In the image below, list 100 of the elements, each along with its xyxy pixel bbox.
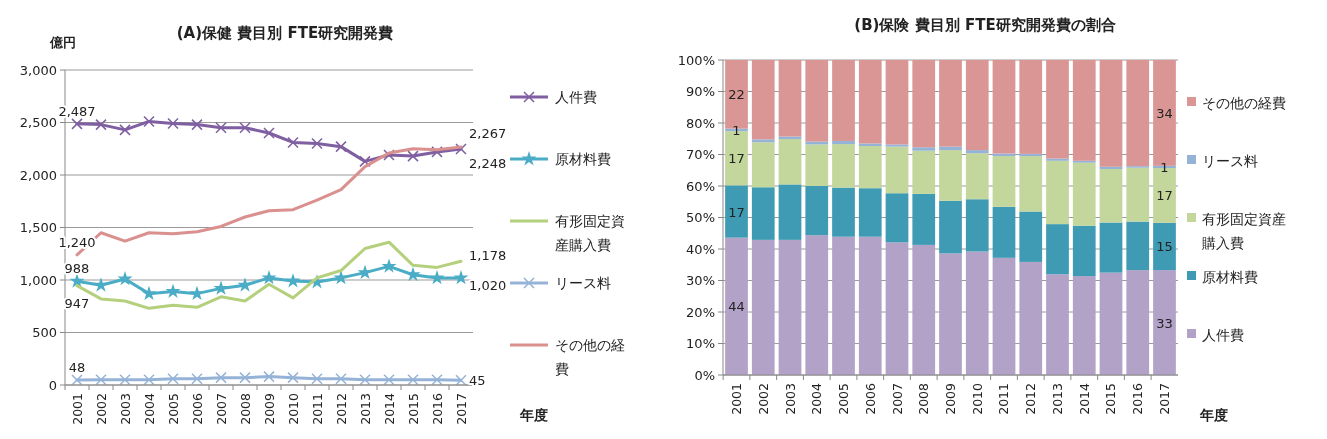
data-label: 2,267 [469, 125, 507, 141]
point [239, 371, 251, 384]
x-axis-title: 年度 [519, 407, 548, 423]
bar [778, 60, 802, 137]
point [119, 374, 131, 386]
bar [778, 184, 802, 240]
bar [885, 146, 909, 194]
bar [805, 235, 829, 375]
legend-label: 人件費 [1202, 327, 1244, 343]
data-label: 22 [728, 87, 745, 103]
legend-label: 有形固定資産購入費 [1202, 211, 1286, 251]
x-tick-label: 2002 [93, 393, 109, 425]
bar [1126, 167, 1150, 222]
y-tick-label: 3,000 [19, 62, 57, 78]
bar [778, 139, 802, 185]
point [359, 155, 371, 168]
bar [912, 60, 936, 148]
legend-label: リース料 [1202, 153, 1258, 169]
data-label: 1,240 [58, 234, 96, 250]
point [93, 277, 109, 292]
bar [1019, 156, 1043, 212]
y-tick-label: 40% [686, 241, 715, 257]
x-tick-label: 2015 [405, 393, 421, 425]
data-label: 17 [728, 151, 745, 167]
bar [832, 236, 855, 375]
x-tick-label: 2014 [1076, 382, 1092, 415]
x-tick-label: 2007 [213, 393, 229, 425]
bar [939, 60, 962, 147]
y-tick-label: 2,500 [19, 115, 57, 130]
y-tick-label: 80% [686, 115, 715, 131]
x-axis-title: 年度 [1199, 407, 1228, 423]
bar [939, 200, 962, 254]
point [119, 124, 131, 136]
data-label: 1 [732, 122, 741, 138]
bar [858, 60, 882, 144]
point [335, 372, 347, 385]
bar [1019, 153, 1043, 157]
x-tick-label: 2009 [943, 382, 958, 415]
point [407, 374, 419, 386]
point [407, 150, 419, 162]
bar [778, 239, 802, 375]
x-tick-label: 2006 [189, 392, 205, 425]
bar [992, 206, 1016, 258]
point [239, 122, 251, 134]
point [311, 372, 323, 385]
point [335, 140, 347, 153]
bar [965, 199, 989, 252]
data-label: 2,487 [58, 103, 96, 119]
bar [965, 251, 989, 375]
bar [965, 150, 989, 154]
data-label: 988 [64, 261, 90, 277]
bar [1072, 162, 1096, 226]
bar [1072, 276, 1096, 375]
point [95, 118, 107, 131]
bar [1046, 224, 1069, 275]
x-tick-label: 2003 [782, 383, 798, 415]
bar [805, 186, 829, 236]
legend-label: その他の経費 [555, 337, 625, 377]
point [143, 374, 155, 386]
data-label: 17 [728, 204, 745, 220]
point [455, 374, 467, 387]
point [141, 285, 157, 301]
bar [751, 142, 775, 188]
point [69, 273, 85, 288]
bar [1126, 270, 1150, 375]
data-label: 1,178 [469, 247, 507, 263]
x-tick-label: 2016 [429, 392, 445, 425]
x-tick-label: 2006 [862, 382, 878, 415]
point [191, 372, 203, 385]
x-tick-label: 2005 [836, 383, 851, 415]
x-tick-label: 2001 [729, 383, 745, 415]
point [285, 273, 301, 288]
x-tick-label: 2017 [1156, 383, 1172, 415]
x-tick-label: 2009 [261, 392, 277, 425]
point [383, 374, 395, 386]
point [167, 117, 179, 130]
point [287, 371, 299, 384]
bar [751, 60, 775, 140]
y-tick-label: 1,000 [19, 272, 57, 288]
y-tick-label: 60% [686, 178, 715, 194]
y-tick-label: 2,000 [19, 167, 57, 183]
point [311, 137, 323, 150]
point [71, 118, 83, 130]
bar [832, 140, 855, 145]
bar [1046, 158, 1069, 161]
bar [1046, 274, 1069, 375]
bar [965, 60, 989, 151]
bar [912, 150, 936, 194]
x-tick-label: 2008 [237, 392, 253, 425]
bar [1072, 60, 1096, 161]
bar [725, 185, 748, 238]
legend-label: 人件費 [555, 89, 597, 105]
point [263, 370, 275, 383]
point [213, 280, 229, 295]
bar [992, 156, 1016, 207]
bar [805, 144, 829, 186]
x-tick-label: 2016 [1130, 382, 1146, 415]
x-tick-label: 2001 [69, 393, 85, 425]
x-tick-label: 2013 [357, 393, 373, 425]
bar [1019, 60, 1043, 154]
